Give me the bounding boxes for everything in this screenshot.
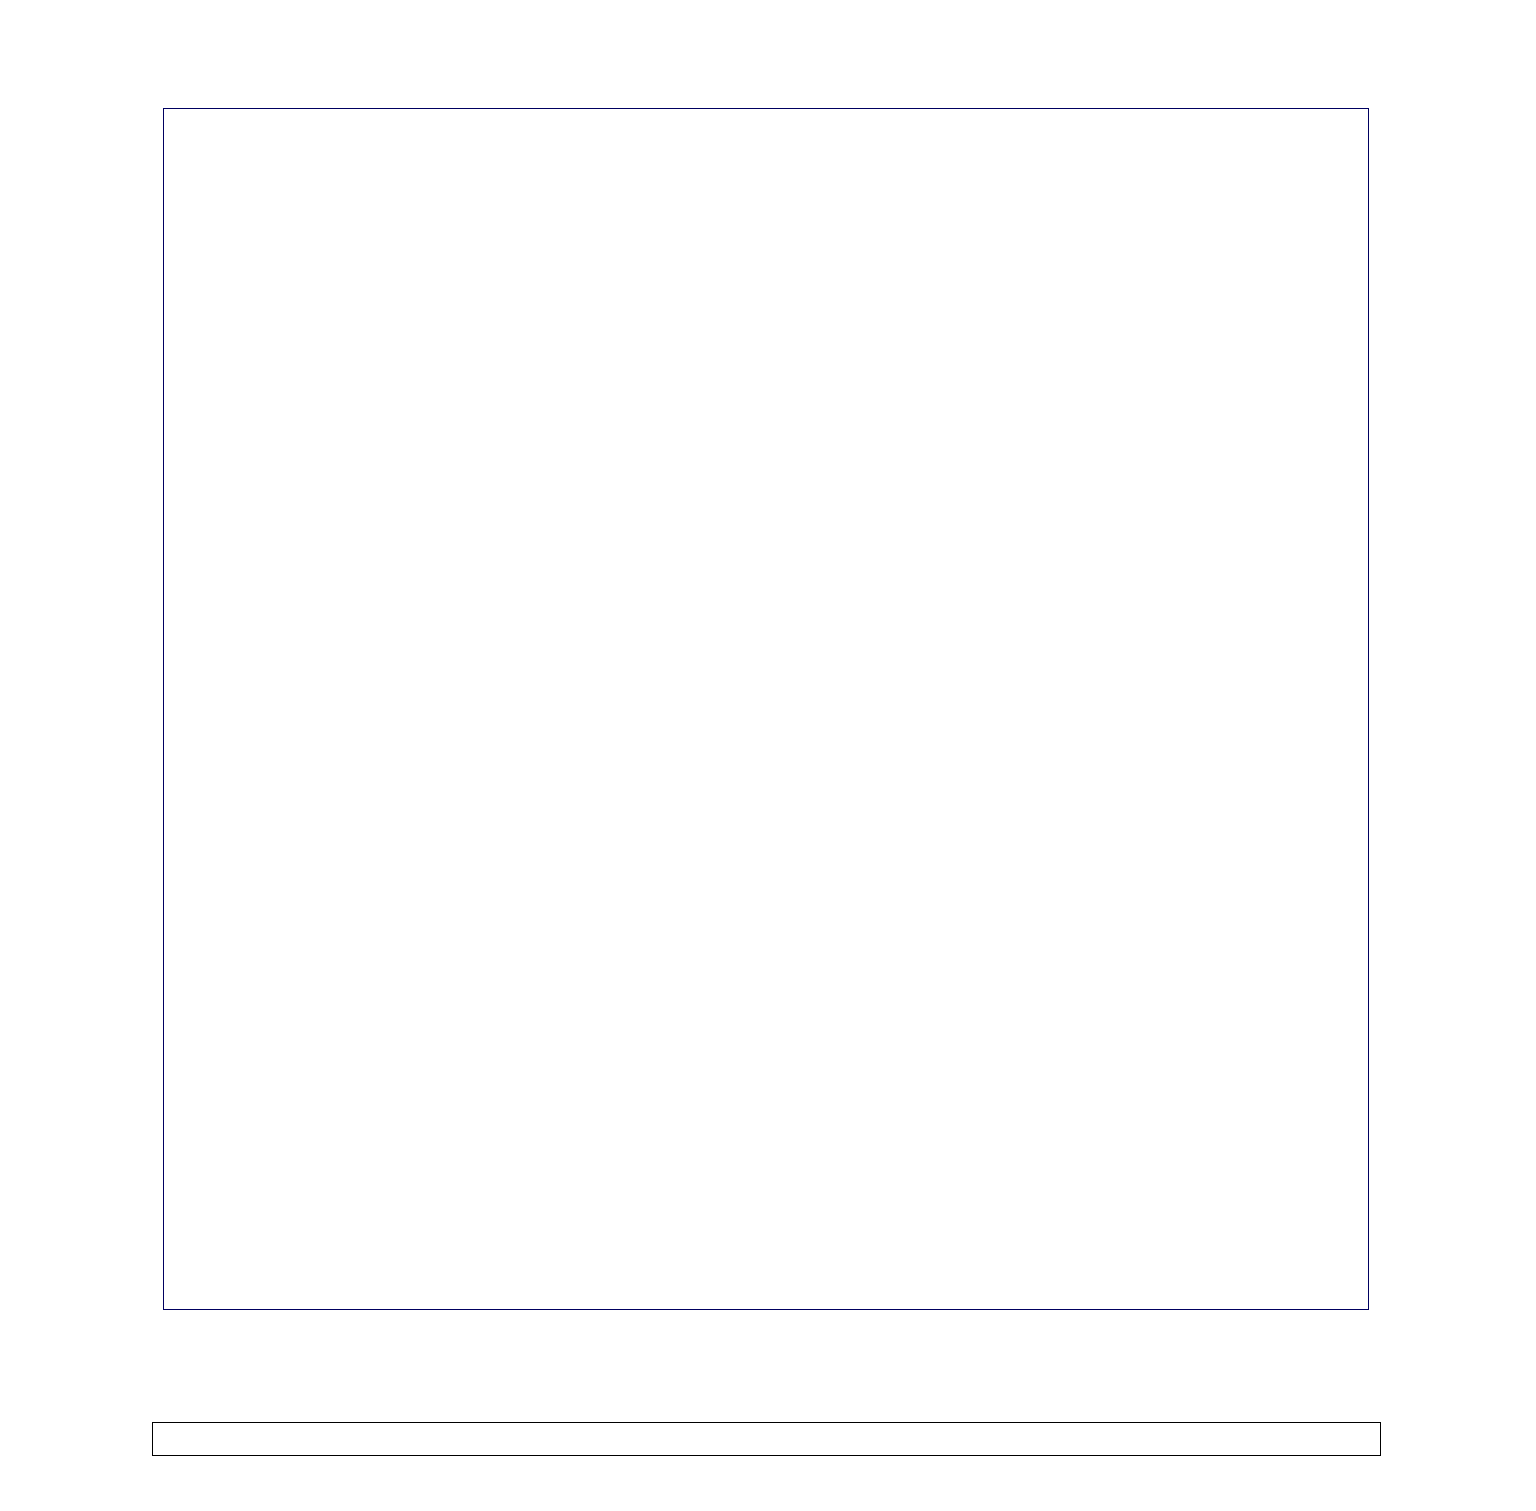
y-axis-title: [81, 977, 121, 999]
sky-map-canvas: [164, 109, 1368, 1309]
crosshair-horizontal-line: [0, 706, 1536, 708]
x-axis-title: [228, 1350, 948, 1389]
colorbar: [152, 1422, 1381, 1456]
colorbar-gradient: [152, 1422, 1381, 1456]
sky-map: [163, 108, 1369, 1310]
crosshair-vertical-line: [766, 0, 768, 1418]
beam-scale-line: [1216, 1302, 1367, 1304]
edge-artifact-line: [1359, 111, 1361, 217]
